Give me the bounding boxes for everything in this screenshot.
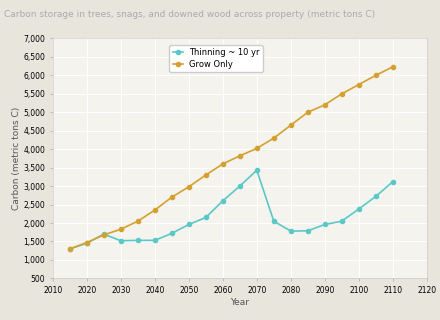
Thinning ~ 10 yr [271, 219, 276, 223]
Thinning ~ 10 yr [356, 207, 361, 211]
Thinning ~ 10 yr [339, 219, 345, 223]
Line: Thinning ~ 10 yr: Thinning ~ 10 yr [68, 168, 395, 251]
Thinning ~ 10 yr [373, 195, 378, 198]
Grow Only [67, 247, 73, 251]
Grow Only [339, 92, 345, 96]
Grow Only [322, 103, 327, 107]
Thinning ~ 10 yr [135, 238, 140, 242]
Grow Only [237, 154, 242, 158]
Grow Only [390, 65, 396, 69]
Grow Only [203, 173, 209, 177]
Grow Only [356, 83, 361, 86]
Line: Grow Only: Grow Only [68, 65, 395, 251]
Grow Only [220, 162, 225, 166]
X-axis label: Year: Year [230, 298, 249, 307]
Grow Only [186, 185, 191, 189]
Thinning ~ 10 yr [288, 229, 293, 233]
Thinning ~ 10 yr [118, 239, 124, 243]
Thinning ~ 10 yr [186, 223, 191, 227]
Thinning ~ 10 yr [220, 199, 225, 203]
Grow Only [169, 195, 174, 199]
Thinning ~ 10 yr [305, 229, 311, 233]
Grow Only [373, 73, 378, 77]
Grow Only [254, 147, 260, 150]
Thinning ~ 10 yr [101, 232, 106, 236]
Thinning ~ 10 yr [322, 223, 327, 227]
Grow Only [288, 123, 293, 127]
Thinning ~ 10 yr [203, 216, 209, 220]
Grow Only [135, 219, 140, 223]
Thinning ~ 10 yr [237, 184, 242, 188]
Grow Only [305, 110, 311, 114]
Grow Only [271, 136, 276, 140]
Thinning ~ 10 yr [84, 241, 89, 245]
Grow Only [101, 233, 106, 237]
Legend: Thinning ~ 10 yr, Grow Only: Thinning ~ 10 yr, Grow Only [169, 45, 263, 72]
Grow Only [84, 241, 89, 244]
Thinning ~ 10 yr [67, 247, 73, 251]
Thinning ~ 10 yr [390, 180, 396, 184]
Thinning ~ 10 yr [152, 238, 158, 242]
Grow Only [152, 208, 158, 212]
Text: Carbon storage in trees, snags, and downed wood across property (metric tons C): Carbon storage in trees, snags, and down… [4, 10, 375, 19]
Grow Only [118, 228, 124, 231]
Thinning ~ 10 yr [254, 168, 260, 172]
Thinning ~ 10 yr [169, 231, 174, 235]
Y-axis label: Carbon (metric tons C): Carbon (metric tons C) [11, 107, 21, 210]
